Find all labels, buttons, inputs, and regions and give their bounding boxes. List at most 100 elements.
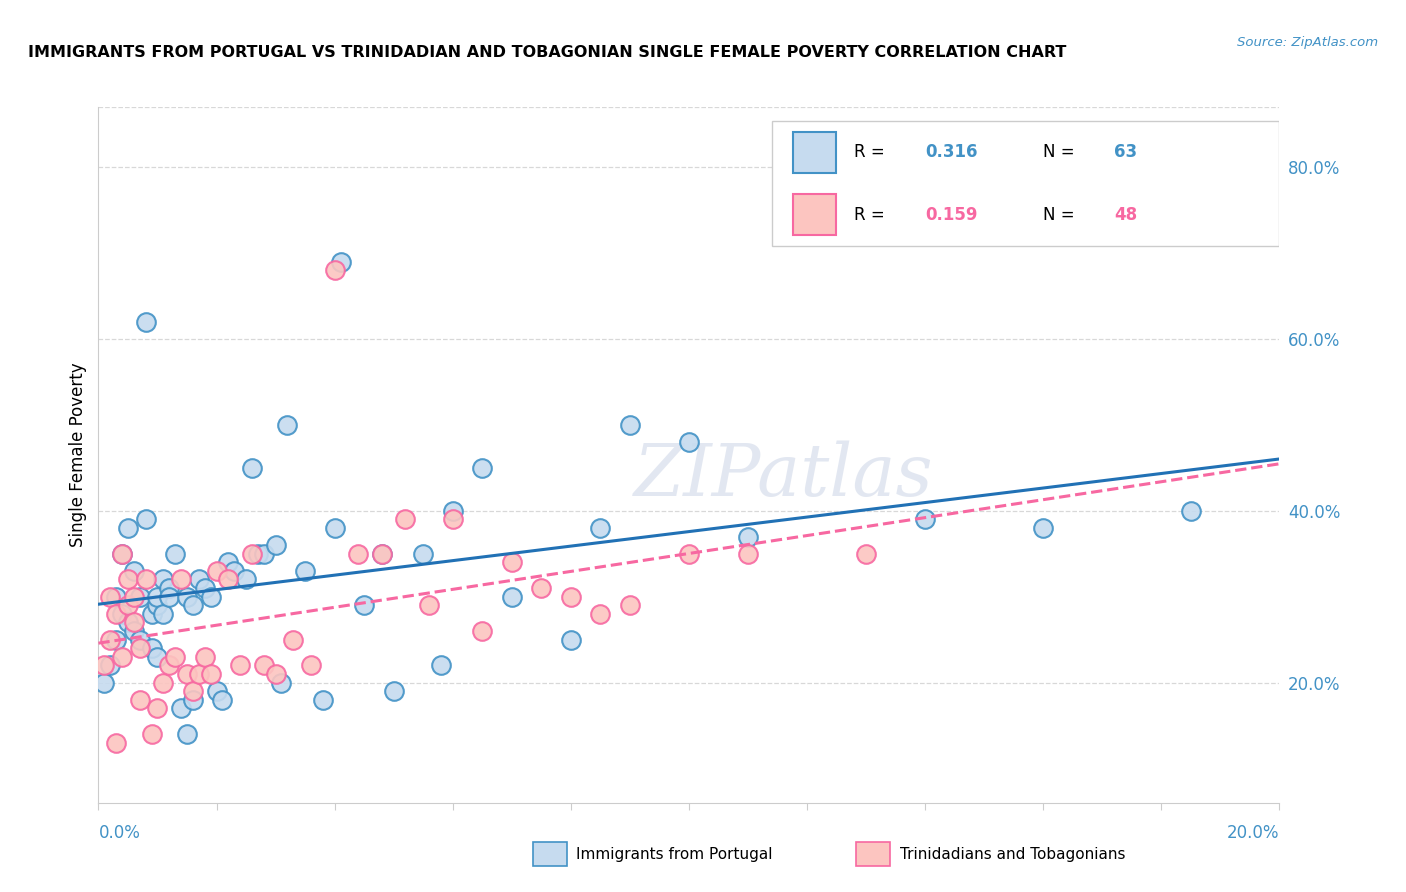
Point xyxy=(371,547,394,561)
Point xyxy=(181,692,204,706)
Point xyxy=(235,573,257,587)
Point xyxy=(619,599,641,613)
Point xyxy=(855,547,877,561)
Point xyxy=(200,590,222,604)
Y-axis label: Single Female Poverty: Single Female Poverty xyxy=(69,363,87,547)
Point xyxy=(299,658,322,673)
Text: N =: N = xyxy=(1043,206,1080,224)
Point xyxy=(276,417,298,432)
Point xyxy=(253,658,276,673)
Point xyxy=(501,555,523,569)
Point xyxy=(170,701,193,715)
Point xyxy=(111,649,134,664)
Point xyxy=(105,590,128,604)
Point xyxy=(1032,521,1054,535)
Point xyxy=(240,547,263,561)
Point xyxy=(194,581,217,595)
Point xyxy=(187,667,209,681)
Text: IMMIGRANTS FROM PORTUGAL VS TRINIDADIAN AND TOBAGONIAN SINGLE FEMALE POVERTY COR: IMMIGRANTS FROM PORTUGAL VS TRINIDADIAN … xyxy=(28,45,1067,60)
Point xyxy=(283,632,305,647)
Point xyxy=(157,590,180,604)
Point xyxy=(589,607,612,621)
Point xyxy=(117,599,139,613)
Point xyxy=(217,555,239,569)
Point xyxy=(152,675,174,690)
Point xyxy=(589,521,612,535)
Point xyxy=(122,590,145,604)
Point xyxy=(176,590,198,604)
Point xyxy=(229,658,252,673)
Point xyxy=(176,667,198,681)
Point xyxy=(200,667,222,681)
Text: ZIPatlas: ZIPatlas xyxy=(634,441,934,511)
Point xyxy=(312,692,335,706)
Point xyxy=(111,547,134,561)
FancyBboxPatch shape xyxy=(793,132,837,173)
Point xyxy=(678,435,700,450)
Point xyxy=(501,590,523,604)
Point xyxy=(264,667,287,681)
Point xyxy=(122,624,145,638)
Point xyxy=(560,590,582,604)
Point xyxy=(382,684,405,698)
Point xyxy=(737,529,759,543)
Text: 0.316: 0.316 xyxy=(925,144,977,161)
Point xyxy=(105,607,128,621)
FancyBboxPatch shape xyxy=(793,194,837,235)
FancyBboxPatch shape xyxy=(772,121,1279,246)
Point xyxy=(430,658,453,673)
Text: Trinidadians and Tobagonians: Trinidadians and Tobagonians xyxy=(900,847,1125,862)
Point xyxy=(98,590,121,604)
Point xyxy=(187,573,209,587)
Point xyxy=(141,607,163,621)
Point xyxy=(619,417,641,432)
Point xyxy=(205,564,228,578)
Point xyxy=(152,607,174,621)
Point xyxy=(471,624,494,638)
Text: 0.159: 0.159 xyxy=(925,206,977,224)
Point xyxy=(141,727,163,741)
Text: 20.0%: 20.0% xyxy=(1227,824,1279,842)
Point xyxy=(353,599,375,613)
Point xyxy=(128,641,150,656)
Point xyxy=(128,632,150,647)
Text: N =: N = xyxy=(1043,144,1080,161)
Point xyxy=(270,675,292,690)
Point xyxy=(560,632,582,647)
Point xyxy=(181,599,204,613)
Point xyxy=(347,547,370,561)
Point xyxy=(128,692,150,706)
Point xyxy=(678,547,700,561)
Point xyxy=(205,684,228,698)
Point xyxy=(165,649,187,664)
Point xyxy=(737,547,759,561)
Point xyxy=(105,632,128,647)
Point xyxy=(141,641,163,656)
Point xyxy=(371,547,394,561)
Text: Source: ZipAtlas.com: Source: ZipAtlas.com xyxy=(1237,36,1378,49)
Point xyxy=(224,564,246,578)
Point xyxy=(170,573,193,587)
Point xyxy=(181,684,204,698)
Point xyxy=(394,512,416,526)
Text: 63: 63 xyxy=(1114,144,1137,161)
Point xyxy=(264,538,287,552)
Point xyxy=(176,727,198,741)
Point xyxy=(211,692,233,706)
Point xyxy=(329,254,352,268)
Point xyxy=(105,736,128,750)
Point xyxy=(146,599,169,613)
Point xyxy=(111,547,134,561)
Point xyxy=(194,649,217,664)
Point xyxy=(530,581,553,595)
Point xyxy=(122,564,145,578)
Point xyxy=(165,547,187,561)
Point xyxy=(1180,504,1202,518)
Point xyxy=(253,547,276,561)
Point xyxy=(323,263,346,277)
Point xyxy=(117,615,139,630)
Point xyxy=(471,460,494,475)
Point xyxy=(157,581,180,595)
Point xyxy=(157,658,180,673)
Point xyxy=(294,564,316,578)
